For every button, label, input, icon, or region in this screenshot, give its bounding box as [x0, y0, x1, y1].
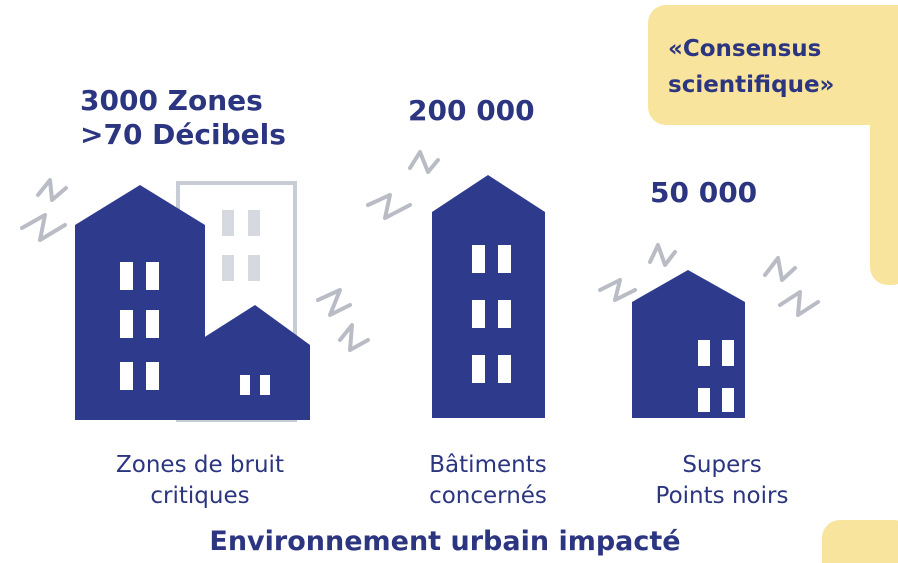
stat: 200 000: [408, 94, 535, 127]
building: [632, 270, 745, 418]
label: Bâtiments: [429, 452, 546, 478]
label: critiques: [150, 483, 249, 509]
stat: 50 000: [650, 176, 757, 209]
stat: >70 Décibels: [80, 118, 286, 151]
note-box: [870, 100, 898, 285]
quote-line: scientifique»: [668, 72, 834, 98]
label: concernés: [429, 483, 547, 509]
label: Supers: [682, 452, 761, 478]
title: Environnement urbain impacté: [209, 526, 680, 557]
building: [75, 185, 310, 420]
note-box: [648, 5, 898, 125]
note-box: [822, 520, 898, 563]
building: [432, 175, 545, 418]
stat: 3000 Zones: [80, 84, 263, 117]
label: Zones de bruit: [116, 452, 284, 478]
infographic: «Consensus scientifique»: [0, 0, 898, 563]
label: Points noirs: [656, 483, 789, 509]
quote-line: «Consensus: [668, 36, 821, 62]
